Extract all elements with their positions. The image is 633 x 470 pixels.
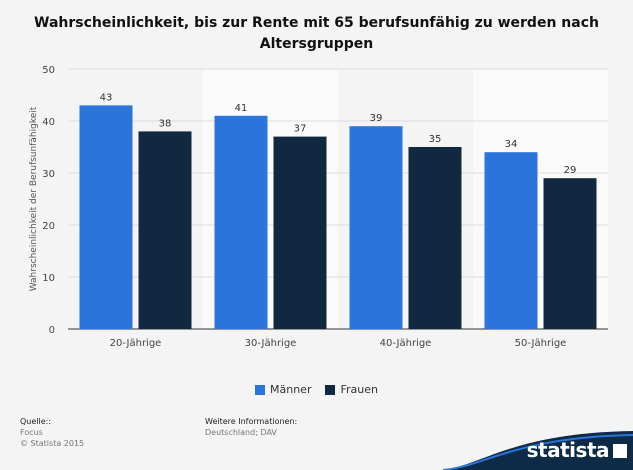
y-tick-label-10: 10 [42, 273, 55, 284]
bar-1-0[interactable] [138, 131, 192, 329]
legend-swatch-frauen [325, 384, 336, 395]
statista-logo[interactable]: statista [443, 425, 633, 470]
value-label-0-1: 41 [235, 103, 248, 114]
legend-item-frauen[interactable]: Frauen [325, 383, 378, 396]
bar-0-2[interactable] [349, 126, 403, 329]
legend-label-frauen: Frauen [340, 383, 378, 396]
bar-0-3[interactable] [484, 152, 538, 329]
y-tick-label-50: 50 [42, 65, 55, 76]
value-label-1-3: 29 [564, 165, 577, 176]
y-tick-label-30: 30 [42, 169, 55, 180]
logo-text: statista [526, 438, 610, 462]
value-label-0-3: 34 [505, 139, 518, 150]
copyright-text: © Statista 2015 [20, 439, 85, 448]
value-label-0-2: 39 [370, 113, 383, 124]
y-tick-label-0: 0 [49, 325, 55, 336]
chart-title: Wahrscheinlichkeit, bis zur Rente mit 65… [34, 15, 599, 52]
legend-item-maenner[interactable]: Männer [255, 383, 311, 396]
info-text: Deutschland; DAV [205, 428, 277, 437]
x-tick-label-2: 40-Jährige [380, 338, 432, 349]
bar-0-0[interactable] [79, 105, 133, 330]
legend-label-maenner: Männer [270, 383, 312, 396]
legend: Männer Frauen [0, 383, 633, 396]
x-tick-label-3: 50-Jährige [515, 338, 567, 349]
value-label-0-0: 43 [100, 92, 113, 103]
bar-1-3[interactable] [543, 178, 597, 329]
source-heading: Quelle:: [20, 417, 52, 426]
value-label-1-2: 35 [429, 134, 442, 145]
legend-swatch-maenner [255, 384, 265, 395]
source-block: Quelle:: Focus © Statista 2015 [20, 416, 84, 449]
info-heading: Weitere Informationen: [205, 417, 298, 426]
info-block: Weitere Informationen: Deutschland; DAV [205, 416, 297, 438]
bar-1-2[interactable] [408, 147, 462, 329]
value-label-1-0: 38 [159, 118, 172, 129]
y-tick-label-40: 40 [42, 117, 55, 128]
bar-0-1[interactable] [214, 115, 268, 329]
bar-1-1[interactable] [273, 136, 327, 329]
value-label-1-1: 37 [294, 124, 307, 135]
y-tick-label-20: 20 [42, 221, 55, 232]
x-tick-label-1: 30-Jährige [245, 338, 297, 349]
x-tick-label-0: 20-Jährige [110, 338, 162, 349]
logo-mark-icon [613, 444, 627, 458]
y-axis-label: Wahrscheinlichkeit der Berufsunfähigkeit [29, 106, 39, 291]
source-text[interactable]: Focus [20, 428, 43, 437]
logo-wave-shape [443, 431, 633, 470]
